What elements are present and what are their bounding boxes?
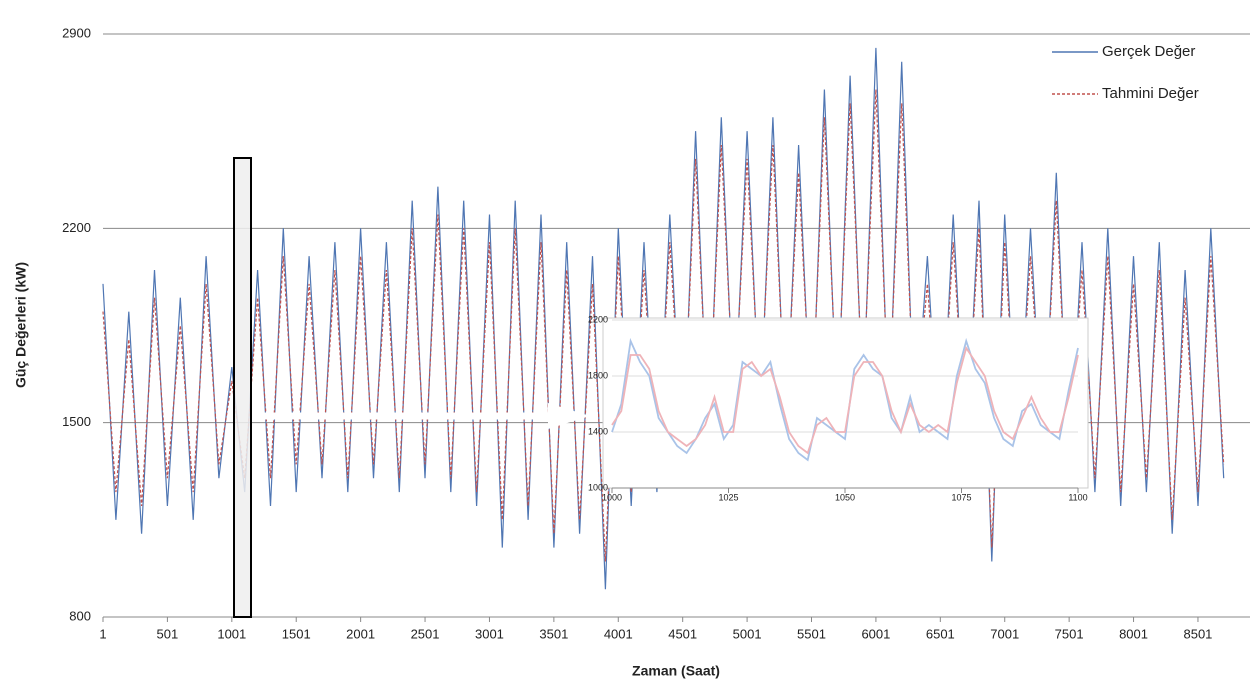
x-tick-label: 7001 xyxy=(990,626,1019,641)
x-tick-label: 4501 xyxy=(668,626,697,641)
inset-frame xyxy=(602,317,1089,489)
x-tick-label: 1075 xyxy=(951,492,971,502)
y-tick-label: 800 xyxy=(69,608,91,623)
y-tick-label: 2200 xyxy=(588,314,608,324)
x-tick-label: 8001 xyxy=(1119,626,1148,641)
legend-label: Tahmini Değer xyxy=(1102,85,1199,102)
x-tick-label: 8501 xyxy=(1183,626,1212,641)
x-tick-label: 2001 xyxy=(346,626,375,641)
y-axis-label: Güç Değerleri (kW) xyxy=(13,262,29,388)
y-tick-label: 1000 xyxy=(588,482,608,492)
x-tick-label: 1 xyxy=(99,626,106,641)
x-tick-label: 1050 xyxy=(835,492,855,502)
x-tick-label: 2501 xyxy=(411,626,440,641)
legend-label: Gerçek Değer xyxy=(1102,43,1195,60)
x-tick-label: 3001 xyxy=(475,626,504,641)
legend: Gerçek Değer Tahmini Değer xyxy=(1052,43,1199,102)
x-tick-label: 5001 xyxy=(733,626,762,641)
x-tick-label: 5501 xyxy=(797,626,826,641)
x-tick-label: 1501 xyxy=(282,626,311,641)
inset-plot: 1000 1400 1800 2200 1000 1025 1050 1075 1100 xyxy=(588,314,1088,502)
x-tick-label: 4001 xyxy=(604,626,633,641)
x-tick-label: 6501 xyxy=(926,626,955,641)
x-tick-label: 1100 xyxy=(1068,492,1087,502)
x-tick-label: 1000 xyxy=(602,492,622,502)
x-tick-label: 1001 xyxy=(217,626,246,641)
highlight-box xyxy=(233,157,252,618)
x-tick-label: 3501 xyxy=(539,626,568,641)
series-line xyxy=(611,337,1079,462)
y-tick-label: 1500 xyxy=(62,414,91,429)
y-tick-label: 2900 xyxy=(62,25,91,40)
x-tick-label: 6001 xyxy=(861,626,890,641)
y-tick-label: 2200 xyxy=(62,220,91,235)
x-tick-label: 1025 xyxy=(718,492,738,502)
x-tick-label: 501 xyxy=(157,626,179,641)
arrow-head xyxy=(548,403,590,429)
x-axis-label: Zaman (Saat) xyxy=(632,663,720,679)
x-tick-label: 7501 xyxy=(1055,626,1084,641)
y-tick-label: 1400 xyxy=(588,426,608,436)
y-tick-label: 1800 xyxy=(588,370,608,380)
series-line xyxy=(611,345,1079,455)
